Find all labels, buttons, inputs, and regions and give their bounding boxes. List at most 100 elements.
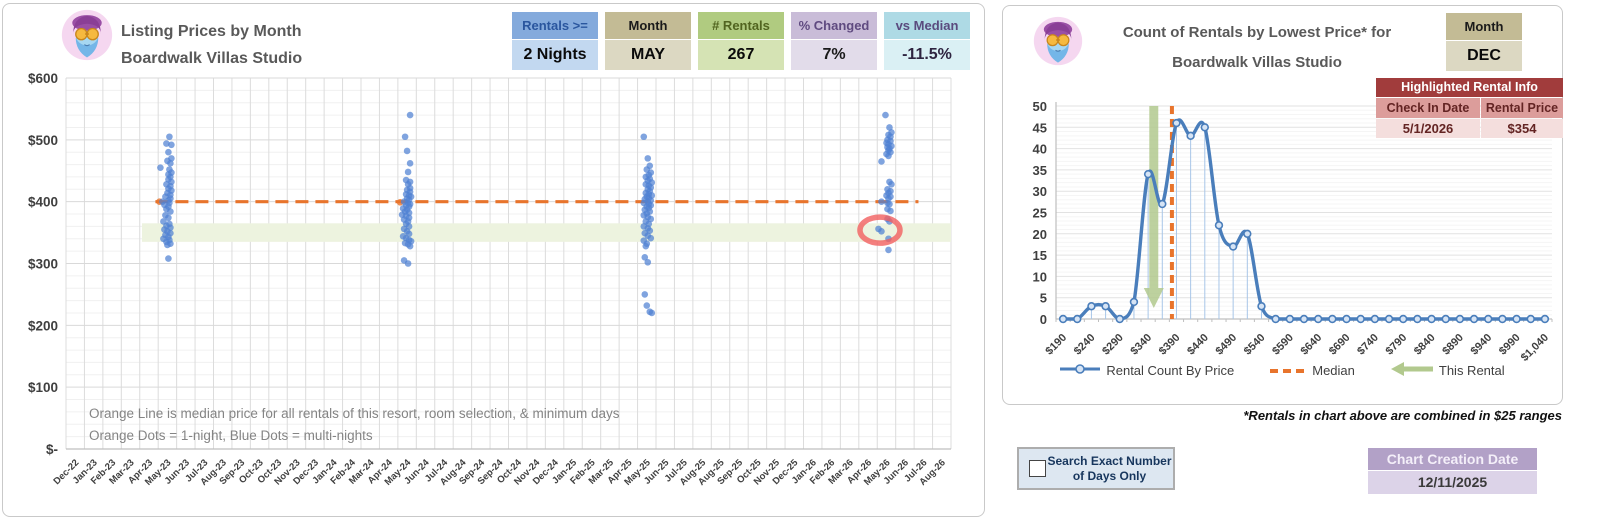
svg-text:$440: $440 <box>1185 332 1211 358</box>
stat-num-rentals-value: 267 <box>698 40 784 70</box>
stat-month-header: Month <box>605 12 691 39</box>
bucket-range-footnote: *Rentals in chart above are combined in … <box>1243 408 1562 423</box>
check-in-date-value: 5/1/2026 <box>1376 119 1480 138</box>
legend-rental-count: Rental Count By Price <box>1060 363 1234 378</box>
stat-rentals-min-value: 2 Nights <box>512 40 598 70</box>
svg-text:$190: $190 <box>1043 332 1069 358</box>
green-left-arrow-swatch-icon <box>1390 361 1433 380</box>
rental-count-markers <box>1058 118 1550 324</box>
svg-text:15: 15 <box>1033 248 1047 263</box>
multi-night-dots <box>157 111 895 317</box>
stat-rentals-min-header: Rentals >= <box>512 12 598 39</box>
orange-dashes-swatch-icon <box>1270 363 1307 378</box>
rental-price-value: $354 <box>1481 119 1563 138</box>
chart-creation-date: Chart Creation Date 12/11/2025 <box>1368 448 1537 494</box>
stat-rentals-min: Rentals >= 2 Nights <box>512 12 598 70</box>
svg-text:$290: $290 <box>1100 332 1126 358</box>
stat-pct-changed-header: % Changed <box>791 12 877 39</box>
right-chart-title: Count of Rentals by Lowest Price* for Bo… <box>1087 18 1427 78</box>
chart-annotation: Orange Line is median price for all rent… <box>89 403 619 447</box>
highlighted-rental-info-table: Highlighted Rental Info Check In Date Re… <box>1376 78 1563 138</box>
svg-text:$600: $600 <box>28 71 58 86</box>
check-in-date-label: Check In Date <box>1376 98 1480 118</box>
rental-price-label: Rental Price <box>1481 98 1563 118</box>
svg-text:35: 35 <box>1033 163 1047 178</box>
svg-text:$790: $790 <box>1384 332 1410 358</box>
svg-text:40: 40 <box>1033 142 1047 157</box>
stats-summary-row: Rentals >= 2 Nights Month MAY # Rentals … <box>512 12 970 70</box>
svg-text:$240: $240 <box>1072 332 1098 358</box>
svg-text:30: 30 <box>1033 184 1047 199</box>
month-cell: Month DEC <box>1446 13 1522 71</box>
chart-creation-date-header: Chart Creation Date <box>1368 448 1537 470</box>
svg-text:$490: $490 <box>1213 332 1239 358</box>
svg-text:10: 10 <box>1033 269 1047 284</box>
left-chart-title: Listing Prices by Month Boardwalk Villas… <box>121 18 302 72</box>
rental-count-line-chart: 0 5 10 15 20 25 30 35 40 45 50 $190 $240 $290 $340 $390… <box>1033 99 1553 364</box>
annotation-median-line: Orange Line is median price for all rent… <box>89 406 620 421</box>
svg-text:$-: $- <box>46 442 58 457</box>
count-gridlines <box>1055 102 1553 322</box>
rental-count-panel: 0 5 10 15 20 25 30 35 40 45 50 $190 $240 $290 $340 $390… <box>1002 5 1563 405</box>
line-marker-swatch-icon <box>1060 363 1101 378</box>
stat-pct-changed-value: 7% <box>791 40 877 70</box>
legend-median-label: Median <box>1312 363 1355 378</box>
svg-text:$340: $340 <box>1128 332 1154 358</box>
scatter-y-axis-labels: $600 $500 $400 $300 $200 $100 $- <box>28 71 58 457</box>
svg-text:$1,040: $1,040 <box>1519 332 1551 364</box>
svg-text:$940: $940 <box>1469 332 1495 358</box>
rental-info-value-row: 5/1/2026 $354 <box>1376 119 1563 138</box>
stat-pct-changed: % Changed 7% <box>791 12 877 70</box>
svg-text:$840: $840 <box>1412 332 1438 358</box>
stat-vs-median-header: vs Median <box>884 12 970 39</box>
svg-text:$640: $640 <box>1298 332 1324 358</box>
left-chart-title-line1: Listing Prices by Month <box>121 23 302 40</box>
svg-text:5: 5 <box>1040 291 1047 306</box>
svg-text:45: 45 <box>1033 120 1047 135</box>
checkbox-label-line1: Search Exact Number <box>1047 453 1172 468</box>
svg-text:$590: $590 <box>1270 332 1296 358</box>
listing-prices-scatter-chart: $600 $500 $400 $300 $200 $100 $-Dec-22Jan-23Fe… <box>28 71 952 488</box>
stat-vs-median: vs Median -11.5% <box>884 12 970 70</box>
count-x-axis-labels: $190 $240 $290 $340 $390 $440 $490 $540 $590 $640… <box>1043 332 1551 364</box>
search-exact-days-checkbox[interactable] <box>1029 460 1046 477</box>
scatter-x-axis-labels: Dec-22Jan-23Feb-23Mar-23Apr-23May-23Jun-… <box>52 457 948 488</box>
svg-text:$100: $100 <box>28 380 58 395</box>
this-rental-arrow <box>1143 106 1164 308</box>
chart-creation-date-value: 12/11/2025 <box>1368 471 1537 494</box>
genie-mascot-icon <box>1033 16 1083 71</box>
legend-this-rental-label: This Rental <box>1438 363 1505 378</box>
svg-text:$300: $300 <box>28 257 58 272</box>
stat-month-value: MAY <box>605 40 691 70</box>
left-chart-title-line2: Boardwalk Villas Studio <box>121 50 303 67</box>
legend-this-rental: This Rental <box>1390 361 1505 380</box>
svg-text:$200: $200 <box>28 318 58 333</box>
legend-median: Median <box>1270 363 1355 378</box>
svg-text:$990: $990 <box>1497 332 1523 358</box>
svg-text:50: 50 <box>1033 99 1047 114</box>
count-drop-lines <box>1090 123 1262 319</box>
count-y-axis-labels: 0 5 10 15 20 25 30 35 40 45 50 <box>1033 99 1047 327</box>
svg-text:0: 0 <box>1040 312 1047 327</box>
price-highlight-band <box>142 223 951 242</box>
svg-text:$400: $400 <box>28 195 58 210</box>
search-exact-days-checkbox-group[interactable]: Search Exact Number of Days Only <box>1017 447 1175 490</box>
search-exact-days-label: Search Exact Number of Days Only <box>1046 454 1173 484</box>
highlighted-rental-ring <box>857 214 903 246</box>
svg-text:20: 20 <box>1033 227 1047 242</box>
stat-num-rentals: # Rentals 267 <box>698 12 784 70</box>
svg-text:$500: $500 <box>28 133 58 148</box>
month-cell-value: DEC <box>1446 41 1522 71</box>
stat-vs-median-value: -11.5% <box>884 40 970 70</box>
annotation-dot-colors: Orange Dots = 1-night, Blue Dots = multi… <box>89 428 373 443</box>
svg-text:25: 25 <box>1033 206 1047 221</box>
svg-text:$690: $690 <box>1327 332 1353 358</box>
right-chart-title-line1: Count of Rentals by Lowest Price* for <box>1122 24 1392 41</box>
svg-text:$740: $740 <box>1355 332 1381 358</box>
listing-prices-panel: $600 $500 $400 $300 $200 $100 $- Dec-22 Jan-23 Fe… <box>2 3 985 517</box>
checkbox-label-line2: of Days Only <box>1072 468 1147 483</box>
stat-num-rentals-header: # Rentals <box>698 12 784 39</box>
genie-mascot-icon <box>61 9 113 66</box>
month-cell-header: Month <box>1446 13 1522 40</box>
